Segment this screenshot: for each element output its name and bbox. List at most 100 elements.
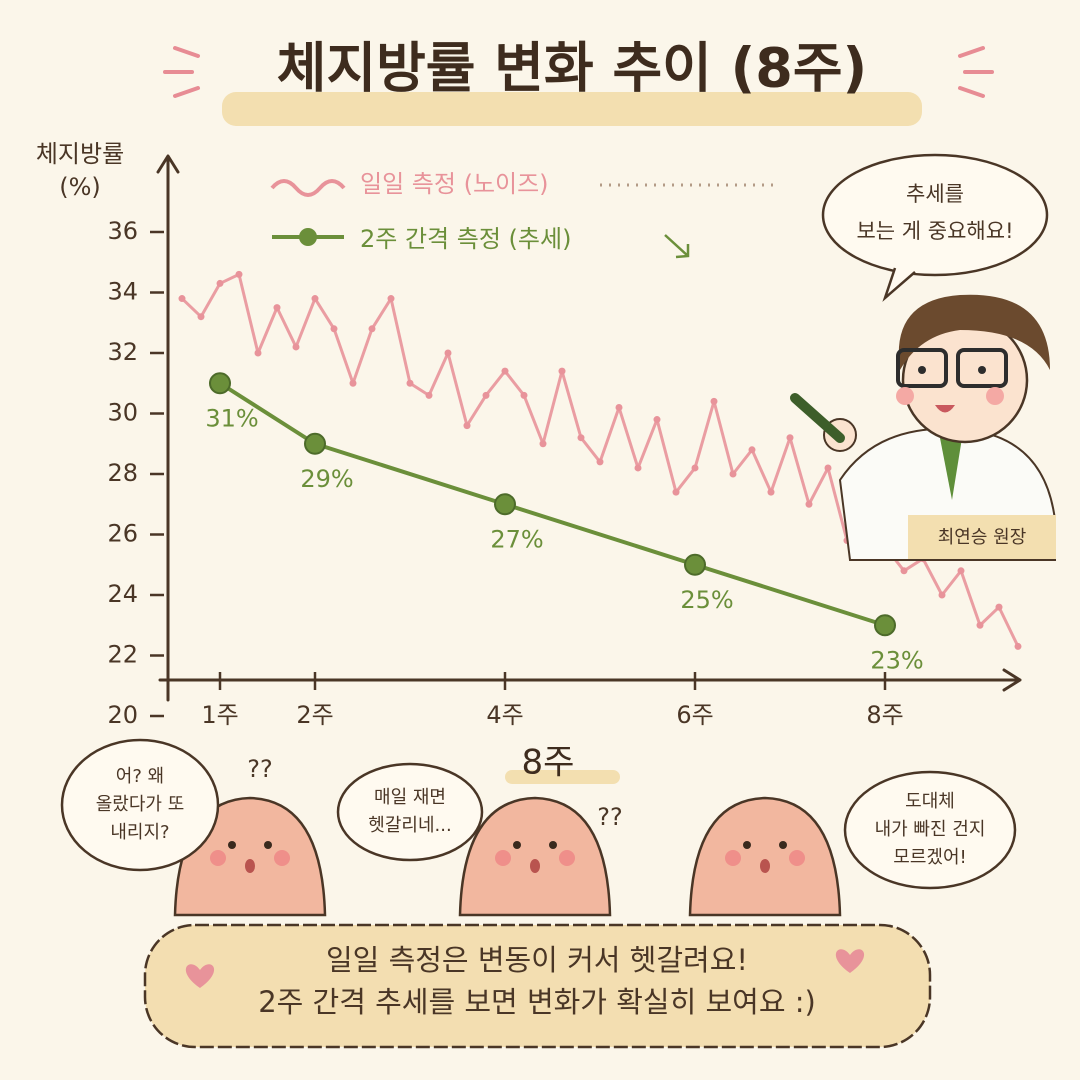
point xyxy=(494,493,516,516)
point xyxy=(805,500,813,508)
value-label: 31% xyxy=(205,404,258,432)
chart-title: 체지방률 변화 추이 (8주) xyxy=(277,37,867,100)
y-tick-label: 36 xyxy=(107,217,138,245)
point xyxy=(216,279,224,287)
point xyxy=(976,621,984,629)
point xyxy=(1014,642,1022,650)
point xyxy=(615,403,623,411)
speech-text: 헷갈리네... xyxy=(368,815,451,836)
x-tick-label: 2주 xyxy=(296,701,333,729)
speech-text: 추세를 xyxy=(906,182,964,206)
y-tick-label: 34 xyxy=(107,278,138,306)
eye xyxy=(779,841,787,849)
point xyxy=(710,397,718,405)
eye xyxy=(228,841,236,849)
point xyxy=(596,458,604,466)
point xyxy=(957,567,965,575)
point xyxy=(463,422,471,430)
point xyxy=(577,434,585,442)
point xyxy=(304,432,326,455)
value-label: 27% xyxy=(490,525,543,553)
point xyxy=(425,391,433,399)
thought-mark: ?? xyxy=(247,755,272,783)
cheek xyxy=(274,850,290,866)
point xyxy=(482,391,490,399)
point xyxy=(672,488,680,496)
point xyxy=(178,295,186,303)
mouth xyxy=(530,859,540,873)
doctor: 최연승 원장 추세를 보는 게 중요해요! xyxy=(790,153,1056,561)
value-label: 23% xyxy=(870,646,923,674)
speech-bubble xyxy=(843,770,1017,890)
title-sparks xyxy=(163,46,994,98)
cheek xyxy=(789,850,805,866)
speech-text: 도대체 xyxy=(905,791,955,812)
cheek xyxy=(559,850,575,866)
speech-text: 올랐다가 또 xyxy=(96,794,185,815)
x-tick-label: 4주 xyxy=(486,701,523,729)
point xyxy=(197,313,205,321)
thought-mark: ?? xyxy=(597,803,622,831)
point xyxy=(729,470,737,478)
doctor-name: 최연승 원장 xyxy=(938,527,1027,548)
plot: 20 22 24 26 28 30 32 34 36 1주 2주 4주 6주 8주 8주 31% 29% 27% 2… xyxy=(107,170,1022,784)
y-axis-label: (%) xyxy=(59,173,101,201)
y-tick-label: 32 xyxy=(107,338,138,366)
point xyxy=(292,343,300,351)
speech-text: 보는 게 중요해요! xyxy=(856,219,1013,243)
footer: 일일 측정은 변동이 커서 헷갈려요! 2주 간격 추세를 보면 변화가 확실히… xyxy=(143,923,932,1049)
point xyxy=(748,446,756,454)
note-highlight xyxy=(505,770,620,784)
speech-text: 내가 빠진 건지 xyxy=(875,819,986,840)
series-line xyxy=(218,381,886,628)
legend-swatch xyxy=(299,228,317,246)
x-tick-label: 8주 xyxy=(866,701,903,729)
speech-text: 내리지? xyxy=(110,822,169,843)
speech-bubble xyxy=(336,762,484,862)
legend-swatch xyxy=(270,179,346,197)
y-tick-label: 24 xyxy=(107,580,138,608)
point xyxy=(874,614,896,637)
legend-label: 일일 측정 (노이즈) xyxy=(360,170,549,198)
point xyxy=(444,349,452,357)
y-tick-label: 30 xyxy=(107,399,138,427)
point xyxy=(558,367,566,375)
point xyxy=(634,464,642,472)
point xyxy=(938,591,946,599)
point xyxy=(254,349,262,357)
eye xyxy=(264,841,272,849)
legend-arrow xyxy=(664,234,690,259)
legend-label: 2주 간격 측정 (추세) xyxy=(360,225,571,253)
point xyxy=(767,488,775,496)
cheek xyxy=(495,850,511,866)
character-body xyxy=(458,796,612,917)
point xyxy=(235,270,243,278)
cheek xyxy=(210,850,226,866)
footer-text: 일일 측정은 변동이 커서 헷갈려요! xyxy=(326,943,748,977)
point xyxy=(520,391,528,399)
speech-bubble xyxy=(60,738,220,872)
mouth xyxy=(245,859,255,873)
point xyxy=(995,603,1003,611)
point xyxy=(684,553,706,576)
point xyxy=(330,325,338,333)
point xyxy=(653,416,661,424)
cheek xyxy=(725,850,741,866)
point xyxy=(273,304,281,312)
mouth xyxy=(760,859,770,873)
y-axis-label: 체지방률 xyxy=(36,140,124,168)
character-body xyxy=(688,796,842,917)
speech-text: 모르겠어! xyxy=(893,847,966,868)
x-note: 8주 xyxy=(522,743,575,783)
eye xyxy=(743,841,751,849)
axes xyxy=(156,154,1022,702)
eye xyxy=(513,841,521,849)
speech-text: 매일 재면 xyxy=(374,787,446,808)
y-tick-label: 28 xyxy=(107,459,138,487)
value-label: 29% xyxy=(300,465,353,493)
point xyxy=(406,379,414,387)
